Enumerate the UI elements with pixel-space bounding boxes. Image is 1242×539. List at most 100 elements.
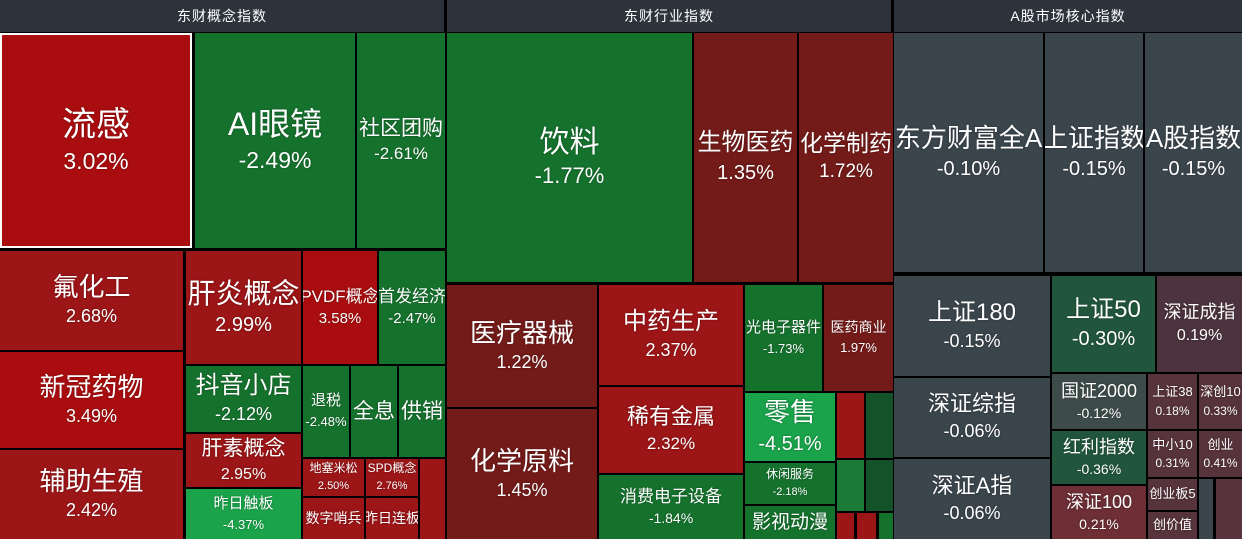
treemap-tile[interactable] — [837, 513, 854, 539]
treemap-tile[interactable]: 中药生产 2.37% — [599, 285, 743, 385]
treemap-tile[interactable]: 上证180 -0.15% — [894, 276, 1050, 376]
treemap-tile[interactable]: 流感 3.02% — [0, 33, 192, 248]
treemap-tile[interactable]: 深证综指 -0.06% — [894, 378, 1050, 457]
treemap-tile[interactable]: 影视动漫 — [745, 506, 835, 539]
treemap-tile[interactable] — [837, 393, 864, 458]
treemap-tile[interactable]: 光电子器件 -1.73% — [745, 285, 822, 391]
treemap-tile[interactable]: 零售 -4.51% — [745, 393, 835, 461]
treemap-tile[interactable]: 中小10 0.31% — [1148, 431, 1197, 477]
tile-name: 饮料 — [539, 125, 600, 159]
treemap-tile[interactable]: 饮料 -1.77% — [447, 33, 692, 282]
treemap-tile[interactable]: 化学制药 1.72% — [799, 33, 893, 282]
treemap-tile[interactable] — [866, 393, 893, 458]
treemap-tile[interactable]: 创业 0.41% — [1199, 431, 1242, 477]
treemap-tile[interactable]: 社区团购 -2.61% — [357, 33, 445, 248]
treemap-tile[interactable]: 辅助生殖 2.42% — [0, 450, 183, 539]
tile-name: 上证38 — [1152, 384, 1193, 400]
tile-name: 深创10 — [1200, 384, 1241, 400]
tile-name: 地塞米松 — [309, 461, 358, 476]
tile-name: 深证A指 — [931, 472, 1013, 498]
treemap-tile[interactable]: 创业板5 — [1148, 479, 1197, 510]
tile-name: 首发经济 — [379, 286, 445, 306]
treemap-tile[interactable]: 深证100 0.21% — [1052, 486, 1146, 539]
treemap-tile[interactable]: 红利指数 -0.36% — [1052, 431, 1146, 484]
tile-name: 稀有金属 — [626, 404, 715, 430]
treemap-tile[interactable] — [420, 459, 445, 539]
treemap-tile[interactable]: 数字哨兵 — [303, 498, 364, 539]
treemap-tile[interactable]: AI眼镜 -2.49% — [195, 33, 355, 248]
treemap-tile[interactable]: 生物医药 1.35% — [694, 33, 797, 282]
tile-name: 肝炎概念 — [187, 277, 300, 309]
treemap-tile[interactable]: 化学原料 1.45% — [447, 409, 597, 539]
treemap-tile[interactable]: 新冠药物 3.49% — [0, 352, 183, 448]
tile-change: 0.41% — [1203, 456, 1238, 471]
treemap-tile[interactable]: 深创10 0.33% — [1199, 374, 1242, 429]
tile-name: 生物医药 — [697, 129, 794, 157]
treemap-tile[interactable]: 肝炎概念 2.99% — [186, 251, 301, 364]
treemap-tile[interactable]: 昨日触板 -4.37% — [186, 489, 301, 539]
treemap-tile[interactable]: SPD概念 2.76% — [366, 459, 418, 496]
treemap-tile[interactable]: 消费电子设备 -1.84% — [599, 475, 743, 539]
tile-change: 2.76% — [376, 479, 408, 492]
treemap-tile[interactable]: 东方财富全A -0.10% — [894, 33, 1043, 272]
tile-name: 氟化工 — [52, 272, 131, 303]
treemap-tile[interactable] — [857, 513, 876, 539]
treemap-tile[interactable]: 抖音小店 -2.12% — [186, 366, 301, 432]
treemap-tile[interactable]: 肝素概念 2.95% — [186, 434, 301, 487]
tile-name: 数字哨兵 — [305, 509, 362, 526]
treemap-tile[interactable] — [1216, 479, 1242, 539]
tile-change: -0.15% — [1161, 158, 1226, 181]
treemap-tile[interactable]: 上证50 -0.30% — [1052, 276, 1155, 372]
tile-name: 昨日触板 — [213, 494, 274, 512]
treemap-tile[interactable]: 昨日连板 — [366, 498, 418, 539]
tile-change: 0.33% — [1203, 403, 1238, 418]
tile-change: -0.12% — [1076, 405, 1122, 422]
tile-change: -1.84% — [648, 510, 694, 527]
tile-change: 3.49% — [65, 405, 118, 426]
tile-name: 化学原料 — [469, 445, 574, 476]
panel-header: A股市场核心指数 — [894, 0, 1242, 32]
tile-name: 深证综指 — [927, 391, 1016, 417]
tile-change: -4.37% — [222, 516, 265, 532]
tile-name: 医疗器械 — [469, 317, 574, 348]
tile-name: 深证100 — [1065, 492, 1133, 513]
tile-name: 肝素概念 — [201, 437, 286, 461]
treemap-tile[interactable]: 全息 — [351, 366, 397, 457]
treemap-tile[interactable]: PVDF概念 3.58% — [303, 251, 377, 364]
tile-name: 化学制药 — [800, 130, 892, 157]
treemap-tile[interactable]: A股指数 -0.15% — [1145, 33, 1242, 272]
treemap-tile[interactable]: 供销 — [399, 366, 445, 457]
treemap-tile[interactable]: 上证38 0.18% — [1148, 374, 1197, 429]
treemap-tile[interactable]: 医疗器械 1.22% — [447, 285, 597, 407]
tile-change: -1.77% — [534, 163, 605, 189]
treemap-tile[interactable] — [1199, 479, 1213, 539]
tile-name: 中小10 — [1152, 436, 1193, 452]
treemap-tile[interactable]: 上证指数 -0.15% — [1045, 33, 1143, 272]
tile-name: 光电子器件 — [745, 318, 821, 336]
treemap-tile[interactable]: 医药商业 1.97% — [824, 285, 893, 391]
tile-change: -0.30% — [1071, 328, 1136, 351]
treemap-tile[interactable]: 创价值 — [1148, 512, 1197, 539]
tile-name: 休闲服务 — [765, 467, 814, 482]
treemap-tile[interactable]: 休闲服务 -2.18% — [745, 463, 835, 504]
tile-name: SPD概念 — [367, 461, 417, 476]
tile-change: 2.32% — [646, 434, 696, 454]
treemap-tile[interactable]: 深证成指 0.19% — [1157, 276, 1242, 372]
treemap-tile[interactable]: 国证2000 -0.12% — [1052, 374, 1146, 429]
treemap-tile[interactable] — [879, 513, 893, 539]
tile-change: -2.48% — [305, 414, 347, 430]
tile-name: 退税 — [310, 392, 341, 410]
tile-change: -2.49% — [238, 146, 312, 173]
treemap-tile[interactable] — [866, 460, 893, 511]
treemap-tile[interactable]: 氟化工 2.68% — [0, 251, 183, 350]
tile-name: 抖音小店 — [195, 371, 292, 399]
treemap-tile[interactable]: 首发经济 -2.47% — [379, 251, 445, 364]
treemap-tile[interactable] — [837, 460, 864, 511]
tile-name: 医药商业 — [830, 319, 887, 336]
treemap-tile[interactable]: 退税 -2.48% — [303, 366, 349, 457]
tile-name: 国证2000 — [1060, 381, 1138, 402]
treemap-tile[interactable]: 稀有金属 2.32% — [599, 387, 743, 473]
treemap-tile[interactable]: 深证A指 -0.06% — [894, 459, 1050, 539]
treemap-tile[interactable]: 地塞米松 2.50% — [303, 459, 364, 496]
